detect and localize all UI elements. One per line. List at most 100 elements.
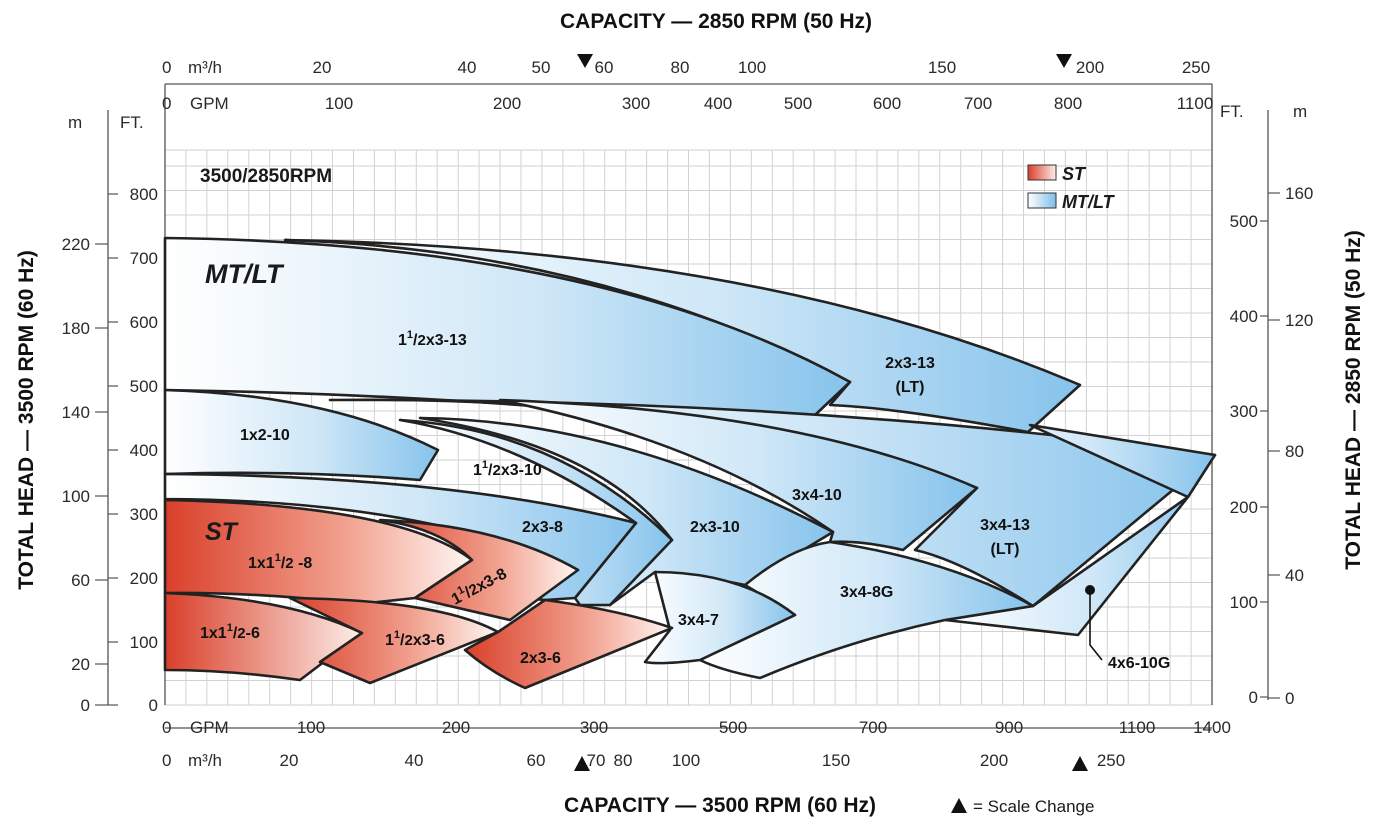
left-ft-tick: 500 bbox=[130, 377, 158, 396]
st-zones bbox=[163, 498, 674, 690]
top-m3h-zero: 0 bbox=[162, 58, 171, 77]
left-ft-tick: 200 bbox=[130, 569, 158, 588]
left-ft-tick: 100 bbox=[130, 633, 158, 652]
top-m3h-tick: 50 bbox=[532, 58, 551, 77]
left-m-unit: m bbox=[68, 113, 82, 132]
left-m-tick: 0 bbox=[81, 696, 90, 715]
legend-label-st: ST bbox=[1062, 164, 1087, 184]
bottom-m3h-tick: 40 bbox=[405, 751, 424, 770]
bottom-gpm-tick: 1100 bbox=[1119, 718, 1156, 737]
top-gpm-tick: 200 bbox=[493, 94, 521, 113]
bottom-gpm-tick: 900 bbox=[995, 718, 1023, 737]
zone-label: 1x11/2 -8 bbox=[248, 552, 312, 572]
bottom-m3h-tick: 60 bbox=[527, 751, 546, 770]
left-m-tick: 60 bbox=[71, 571, 90, 590]
top-gpm-zero: 0 bbox=[162, 94, 171, 113]
y-right-axis-title: TOTAL HEAD — 2850 RPM (50 Hz) bbox=[1342, 230, 1365, 570]
zone-label: 2x3-10 bbox=[690, 519, 740, 536]
top-m3h-tick: 60 bbox=[595, 58, 614, 77]
zone-3x4-7 bbox=[643, 570, 797, 665]
left-ft-tick: 0 bbox=[149, 696, 158, 715]
scale-change-marker-top-1 bbox=[577, 54, 593, 68]
bottom-gpm-tick: 300 bbox=[580, 718, 608, 737]
bottom-m3h-zero: 0 bbox=[162, 751, 171, 770]
top-gpm-tick: 700 bbox=[964, 94, 992, 113]
right-m-unit: m bbox=[1293, 102, 1307, 121]
left-m-tick: 100 bbox=[62, 487, 90, 506]
left-ft-tick: 800 bbox=[130, 185, 158, 204]
left-ft-tick: 400 bbox=[130, 441, 158, 460]
bottom-m3h-tick: 100 bbox=[672, 751, 700, 770]
group-label-mt-lt: MT/LT bbox=[205, 259, 285, 289]
zone-label: 2x3-13 bbox=[885, 355, 935, 372]
zone-label: 2x3-8 bbox=[522, 519, 563, 536]
chart-title: 3500/2850RPM bbox=[200, 166, 332, 187]
zone-label: 11/2x3-6 bbox=[385, 629, 445, 649]
top-gpm-tick: 300 bbox=[622, 94, 650, 113]
zone-label: 3x4-7 bbox=[678, 612, 719, 629]
scale-change-marker-bottom-1 bbox=[574, 756, 590, 771]
left-m-tick: 180 bbox=[62, 319, 90, 338]
right-m-tick: 40 bbox=[1285, 566, 1304, 585]
top-gpm-tick: 500 bbox=[784, 94, 812, 113]
zone-1-5x3-10 bbox=[398, 418, 674, 607]
zone-3x4-8g bbox=[698, 540, 1035, 680]
zone-label: 3x4-8G bbox=[840, 584, 893, 601]
zone-1-5x3-13 bbox=[163, 236, 852, 434]
legend: ST MT/LT bbox=[1027, 164, 1116, 212]
bottom-m3h-tick: 80 bbox=[614, 751, 633, 770]
zone-label: 3x4-10 bbox=[792, 487, 842, 504]
top-m3h-tick: 80 bbox=[671, 58, 690, 77]
bottom-gpm-tick: 1400 bbox=[1193, 718, 1231, 737]
top-m3h-tick: 100 bbox=[738, 58, 766, 77]
zone-1-5x3-6 bbox=[288, 596, 500, 685]
bottom-m3h-tick: 150 bbox=[822, 751, 850, 770]
left-m-tick: 220 bbox=[62, 235, 90, 254]
bottom-m3h-tick: 250 bbox=[1097, 751, 1125, 770]
zone-label: 3x4-13 bbox=[980, 517, 1030, 534]
top-gpm-tick: 100 bbox=[325, 94, 353, 113]
top-m3h-tick: 40 bbox=[458, 58, 477, 77]
bottom-gpm-tick: 500 bbox=[719, 718, 747, 737]
right-m-tick: 160 bbox=[1285, 184, 1313, 203]
zone-label-line2: (LT) bbox=[895, 379, 924, 396]
scale-change-marker-top-2 bbox=[1056, 54, 1072, 68]
scale-change-marker-bottom-2 bbox=[1072, 756, 1088, 771]
right-ft-tick: 200 bbox=[1230, 498, 1258, 517]
zone-1x2-10 bbox=[163, 388, 440, 482]
zone-3x4-10 bbox=[498, 398, 979, 552]
y-left-axis-title: TOTAL HEAD — 3500 RPM (60 Hz) bbox=[15, 250, 38, 590]
zone-2x3-6 bbox=[463, 598, 674, 690]
top-gpm-unit: GPM bbox=[190, 94, 229, 113]
bottom-m3h-unit: m³/h bbox=[188, 751, 222, 770]
left-ft-unit: FT. bbox=[120, 113, 144, 132]
right-m-tick: 0 bbox=[1285, 689, 1294, 708]
x-top-axis-title: CAPACITY — 2850 RPM (50 Hz) bbox=[560, 10, 872, 33]
left-m-tick: 20 bbox=[71, 655, 90, 674]
group-label-st: ST bbox=[205, 518, 240, 546]
zone-label: 1x11/2-6 bbox=[200, 622, 260, 642]
legend-swatch-st bbox=[1027, 164, 1057, 181]
top-m3h-tick: 200 bbox=[1076, 58, 1104, 77]
top-gpm-tick: 800 bbox=[1054, 94, 1082, 113]
zone-label: 4x6-10G bbox=[1108, 655, 1170, 672]
zone-label: 11/2x3-10 bbox=[473, 459, 542, 479]
zone-label: 11/2x3-13 bbox=[398, 329, 467, 349]
bottom-gpm-unit: GPM bbox=[190, 718, 229, 737]
right-m-tick: 80 bbox=[1285, 442, 1304, 461]
marker-4x6-10g bbox=[1085, 585, 1103, 661]
legend-swatch-mt-lt bbox=[1027, 192, 1057, 209]
right-ft-tick: 300 bbox=[1230, 402, 1258, 421]
left-m-tick: 140 bbox=[62, 403, 90, 422]
zone-label: 1x2-10 bbox=[240, 427, 290, 444]
bottom-m3h-tick: 20 bbox=[280, 751, 299, 770]
zone-2x3-13-lt bbox=[283, 238, 1082, 434]
zone-4x6-10g bbox=[943, 423, 1217, 637]
bottom-gpm-tick: 700 bbox=[859, 718, 887, 737]
scale-change-legend-marker bbox=[951, 798, 967, 813]
scale-change-markers: = Scale Change bbox=[574, 54, 1094, 816]
top-m3h-tick: 20 bbox=[313, 58, 332, 77]
right-m-tick: 120 bbox=[1285, 311, 1313, 330]
